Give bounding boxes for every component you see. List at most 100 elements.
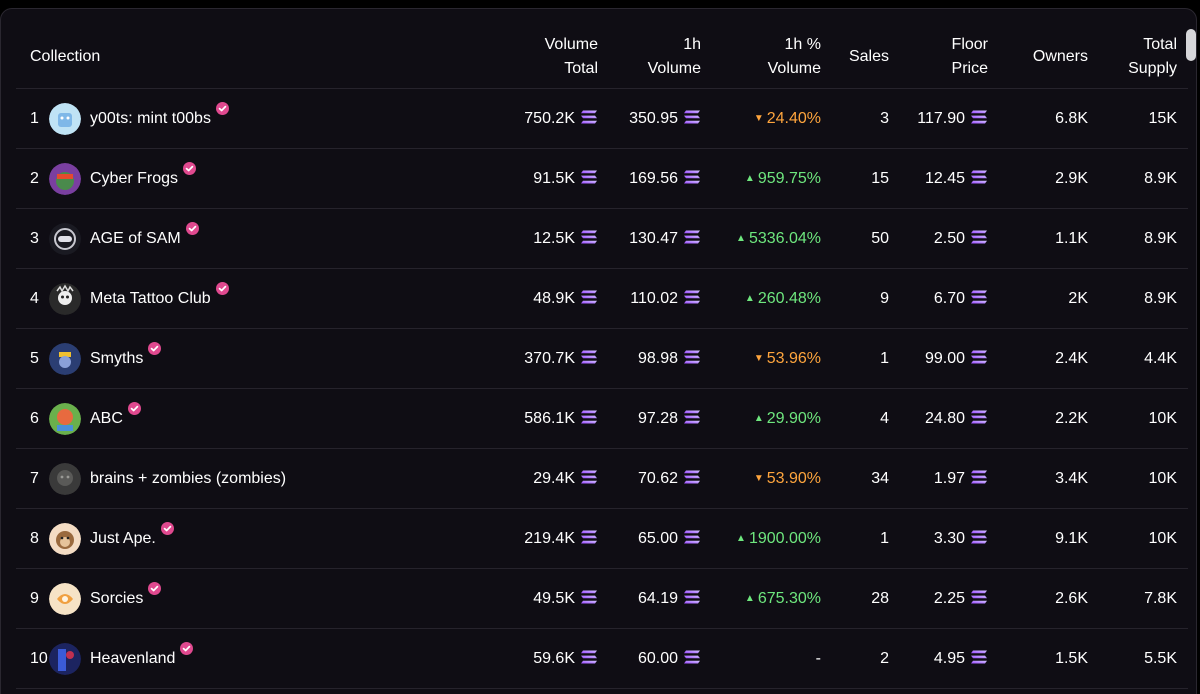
collection-name[interactable]: Heavenland	[90, 642, 194, 669]
collection-name-text: Just Ape.	[90, 530, 156, 547]
volume-total: 370.7K	[524, 349, 598, 369]
volume-1h-value: 169.56	[629, 170, 678, 187]
volume-change-1h: ▼ 53.96%	[754, 349, 821, 369]
triangle-down-icon: ▼	[753, 473, 764, 484]
triangle-up-icon: ▲	[744, 593, 755, 604]
solana-icon	[580, 590, 598, 604]
volume-total: 48.9K	[533, 289, 598, 309]
owners-count: 6.8K	[1055, 110, 1088, 127]
verified-badge-icon	[148, 582, 162, 595]
volume-change-value: 5336.04%	[748, 230, 821, 247]
solana-icon	[580, 470, 598, 484]
floor-price-value: 99.00	[924, 350, 965, 367]
sales-count: 28	[871, 590, 889, 607]
owners-count: 1.1K	[1055, 230, 1088, 247]
header-volume-1h-line1: 1h	[683, 36, 701, 53]
header-pct-1h[interactable]: 1h % Volume	[768, 33, 821, 81]
volume-total-value: 370.7K	[524, 350, 575, 367]
solana-icon	[970, 230, 988, 244]
header-floor-price[interactable]: Floor Price	[952, 33, 988, 81]
collection-name-text: brains + zombies (zombies)	[90, 470, 287, 487]
row-rank: 7	[30, 470, 39, 487]
solana-icon	[683, 230, 701, 244]
header-supply-line1: Total	[1143, 36, 1177, 53]
table-row[interactable]: 10 Heavenland 59.6K 60.00 - 2 4.95 1.5K …	[16, 629, 1188, 689]
table-row[interactable]: 9 Sorcies 49.5K 64.19 ▲ 675.30% 28 2.25 2…	[16, 569, 1188, 629]
volume-change-value: -	[815, 650, 821, 667]
solana-icon	[970, 470, 988, 484]
owners-count: 2.4K	[1055, 350, 1088, 367]
volume-1h: 110.02	[630, 289, 701, 309]
table-row[interactable]: 3 AGE of SAM 12.5K 130.47 ▲ 5336.04% 50 2…	[16, 209, 1188, 269]
scrollbar-thumb[interactable]	[1186, 29, 1196, 61]
floor-price-value: 117.90	[917, 110, 965, 127]
table-row[interactable]: 2 Cyber Frogs 91.5K 169.56 ▲ 959.75% 15 1…	[16, 149, 1188, 209]
just-ape-avatar	[49, 523, 81, 555]
sales-count: 4	[880, 410, 889, 427]
row-rank: 3	[30, 230, 39, 247]
collection-name-text: ABC	[90, 410, 123, 427]
collection-name[interactable]: Meta Tattoo Club	[90, 282, 229, 309]
volume-change-1h: ▼ 24.40%	[754, 109, 821, 129]
volume-1h: 169.56	[629, 169, 701, 189]
volume-total-value: 750.2K	[524, 110, 575, 127]
collection-name[interactable]: Smyths	[90, 342, 162, 369]
volume-1h: 97.28	[638, 409, 701, 429]
solana-icon	[970, 410, 988, 424]
volume-total: 750.2K	[524, 109, 598, 129]
header-floor-line2: Price	[951, 60, 988, 77]
collection-name[interactable]: Cyber Frogs	[90, 162, 197, 189]
header-volume-1h[interactable]: 1h Volume	[648, 33, 701, 81]
sales-count: 15	[871, 170, 889, 187]
table-row[interactable]: 8 Just Ape. 219.4K 65.00 ▲ 1900.00% 1 3.3…	[16, 509, 1188, 569]
table-row[interactable]: 6 ABC 586.1K 97.28 ▲ 29.90% 4 24.80 2.2K …	[16, 389, 1188, 449]
solana-icon	[580, 110, 598, 124]
owners-count: 2.6K	[1055, 590, 1088, 607]
collection-name-text: Smyths	[90, 350, 144, 367]
sorcies-avatar	[49, 583, 81, 615]
collection-name[interactable]: brains + zombies (zombies)	[90, 469, 286, 489]
table-row[interactable]: 1 y00ts: mint t00bs 750.2K 350.95 ▼ 24.40…	[16, 89, 1188, 149]
total-supply: 10K	[1148, 410, 1177, 427]
floor-price: 6.70	[934, 289, 988, 309]
sales-count: 2	[880, 650, 889, 667]
owners-count: 2.9K	[1055, 170, 1088, 187]
solana-icon	[580, 170, 598, 184]
floor-price-value: 2.25	[933, 590, 965, 607]
table-row[interactable]: 7 brains + zombies (zombies) 29.4K 70.62…	[16, 449, 1188, 509]
owners-count: 2.2K	[1055, 410, 1088, 427]
collection-name[interactable]: Just Ape.	[90, 522, 174, 549]
triangle-down-icon: ▼	[753, 353, 764, 364]
solana-icon	[580, 350, 598, 364]
volume-change-value: 29.90%	[766, 410, 821, 427]
header-owners[interactable]: Owners	[1032, 48, 1088, 65]
volume-total-value: 586.1K	[524, 410, 575, 427]
collection-name-text: y00ts: mint t00bs	[90, 110, 211, 127]
solana-icon	[970, 590, 988, 604]
collection-name[interactable]: ABC	[90, 402, 141, 429]
solana-icon	[580, 410, 598, 424]
volume-change-1h: -	[816, 649, 821, 669]
solana-icon	[683, 110, 701, 124]
collection-name[interactable]: y00ts: mint t00bs	[90, 102, 229, 129]
header-supply-line2: Supply	[1128, 60, 1177, 77]
owners-count: 2K	[1068, 290, 1088, 307]
floor-price: 2.50	[934, 229, 988, 249]
collection-name[interactable]: Sorcies	[90, 582, 162, 609]
volume-1h-value: 130.47	[629, 230, 678, 247]
abc-avatar	[49, 403, 81, 435]
solana-icon	[683, 470, 701, 484]
solana-icon	[970, 650, 988, 664]
heavenland-avatar	[49, 643, 81, 675]
header-total-supply[interactable]: Total Supply	[1128, 33, 1177, 81]
collection-name[interactable]: AGE of SAM	[90, 222, 199, 249]
header-sales[interactable]: Sales	[848, 48, 889, 65]
table-row[interactable]: 4 Meta Tattoo Club 48.9K 110.02 ▲ 260.48%…	[16, 269, 1188, 329]
floor-price: 24.80	[925, 409, 988, 429]
table-row[interactable]: 5 Smyths 370.7K 98.98 ▼ 53.96% 1 99.00 2.…	[16, 329, 1188, 389]
header-collection[interactable]: Collection	[30, 48, 101, 65]
volume-1h: 70.62	[638, 469, 701, 489]
row-rank: 1	[30, 110, 39, 127]
solana-icon	[970, 530, 988, 544]
header-volume-total[interactable]: Volume Total	[545, 33, 598, 81]
